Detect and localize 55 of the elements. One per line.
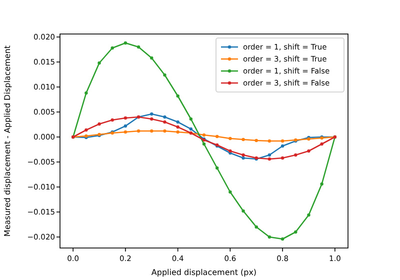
- point: [176, 130, 180, 134]
- point: [280, 139, 284, 143]
- point: [215, 166, 219, 170]
- point: [254, 138, 258, 142]
- point: [150, 117, 154, 121]
- point: [163, 73, 166, 77]
- point: [242, 138, 245, 142]
- point: [320, 142, 324, 146]
- point: [98, 61, 101, 65]
- point: [307, 213, 310, 217]
- point: [280, 156, 284, 160]
- point: [307, 149, 310, 153]
- point: [254, 225, 258, 229]
- point: [150, 112, 154, 116]
- point: [124, 130, 128, 134]
- point: [189, 117, 193, 121]
- point: [228, 136, 232, 140]
- point: [163, 120, 166, 124]
- point: [280, 237, 284, 241]
- point: [176, 125, 180, 129]
- point: [202, 133, 206, 137]
- point: [280, 144, 284, 148]
- point: [189, 127, 193, 131]
- point: [294, 153, 298, 157]
- point: [268, 139, 272, 143]
- point: [215, 134, 219, 138]
- point: [268, 235, 272, 239]
- point: [268, 157, 272, 161]
- point: [150, 56, 154, 60]
- point: [136, 129, 140, 133]
- point: [84, 91, 88, 95]
- point: [124, 41, 128, 45]
- point: [202, 142, 206, 146]
- point: [110, 46, 114, 50]
- point: [124, 124, 128, 128]
- point: [124, 116, 128, 120]
- point: [242, 209, 245, 213]
- point: [228, 190, 232, 194]
- point: [98, 122, 101, 126]
- point: [150, 129, 154, 133]
- y-axis-title: Measured displacement - Applied Displacement: [3, 45, 12, 237]
- point: [294, 230, 298, 234]
- point: [163, 115, 166, 119]
- point: [163, 129, 166, 133]
- point: [176, 94, 180, 98]
- point: [176, 120, 180, 124]
- x-axis-title: Applied displacement (px): [151, 268, 257, 277]
- point: [136, 45, 140, 49]
- point: [320, 182, 324, 186]
- point: [242, 156, 245, 160]
- point: [84, 128, 88, 132]
- point: [242, 153, 245, 157]
- line-series: [71, 41, 337, 241]
- point: [110, 118, 114, 122]
- point: [268, 153, 272, 157]
